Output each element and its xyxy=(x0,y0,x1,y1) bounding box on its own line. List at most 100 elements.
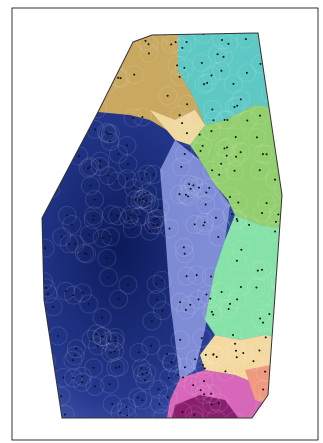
cell-edge xyxy=(105,327,125,347)
seed-point xyxy=(277,213,280,216)
cell-edge xyxy=(101,343,121,363)
cell-edge xyxy=(169,184,189,204)
cell-edge xyxy=(246,278,266,298)
seed-point xyxy=(223,118,226,121)
cell-edge xyxy=(219,299,239,319)
seed-point xyxy=(88,165,91,168)
cell-edge xyxy=(92,326,112,346)
cell-edge xyxy=(174,58,194,78)
seed-point xyxy=(95,332,98,335)
cell-edge xyxy=(135,371,155,391)
seed-point xyxy=(200,337,203,340)
cell-edge xyxy=(201,267,221,287)
cell-edge xyxy=(208,227,228,247)
seed-point xyxy=(64,290,67,293)
seed-point xyxy=(161,309,164,312)
seed-point xyxy=(235,155,238,158)
cell-edge xyxy=(183,375,203,395)
cell-edge xyxy=(212,282,232,302)
cell-edge xyxy=(92,228,112,248)
seed-point xyxy=(226,146,229,149)
cell-edge xyxy=(194,74,214,94)
cell-edge xyxy=(160,218,180,238)
seed-point xyxy=(236,298,239,301)
seed-point xyxy=(220,290,223,293)
seed-point xyxy=(192,384,195,387)
seed-point xyxy=(119,411,122,414)
cell-edge xyxy=(134,189,154,209)
seed-point xyxy=(150,344,153,347)
cell-edge xyxy=(196,182,216,202)
seed-point xyxy=(195,274,198,277)
cell-edge xyxy=(196,345,216,365)
cell-edge xyxy=(237,110,257,130)
seed-point xyxy=(220,39,223,42)
cell-edge xyxy=(81,329,101,349)
cell-edge xyxy=(252,260,272,280)
cell-edge xyxy=(187,265,207,285)
cell-edge xyxy=(92,327,112,347)
seed-point xyxy=(64,413,67,416)
cell-edge xyxy=(42,278,56,298)
cell-edge xyxy=(209,393,229,413)
seed-point xyxy=(106,132,109,135)
seed-point xyxy=(223,147,226,150)
cell-edge xyxy=(72,366,92,386)
seed-point xyxy=(114,340,117,343)
cell-edge xyxy=(157,344,177,364)
cell-edge xyxy=(206,408,226,418)
cell-edge xyxy=(185,410,205,418)
seed-point xyxy=(132,116,135,119)
seed-point xyxy=(211,108,214,111)
seed-point xyxy=(144,39,147,42)
cell-edge xyxy=(170,105,190,125)
seed-point xyxy=(145,371,148,374)
seed-point xyxy=(109,235,112,238)
seed-point xyxy=(92,366,95,369)
seed-point xyxy=(189,187,192,190)
seed-point xyxy=(218,173,221,176)
seed-point xyxy=(108,383,111,386)
cell-edge xyxy=(131,358,151,378)
cell-edge xyxy=(42,284,58,304)
cell-edge xyxy=(117,169,137,189)
cell-edge xyxy=(195,212,215,232)
seed-point xyxy=(193,223,196,226)
cell-edge xyxy=(174,237,194,257)
cell-edge xyxy=(150,198,170,218)
seed-point xyxy=(141,399,144,402)
seed-point xyxy=(239,98,242,101)
cell-edge xyxy=(118,275,138,295)
seed-point xyxy=(232,333,235,336)
seed-point xyxy=(200,61,203,64)
seed-point xyxy=(185,41,188,44)
seed-point xyxy=(262,388,265,391)
seed-point xyxy=(83,252,86,255)
seed-point xyxy=(255,286,258,289)
seed-point xyxy=(129,213,132,216)
seed-point xyxy=(88,233,91,236)
seed-point xyxy=(140,178,143,181)
cell-edge xyxy=(204,110,224,130)
seed-point xyxy=(240,248,243,251)
seed-point xyxy=(234,136,237,139)
seed-point xyxy=(62,376,65,379)
seed-point xyxy=(168,227,171,230)
seed-point xyxy=(220,69,223,72)
seed-point xyxy=(182,246,185,249)
cell-edge xyxy=(202,394,222,414)
seed-point xyxy=(203,367,206,370)
cell-edge xyxy=(202,100,222,120)
cell-edge xyxy=(180,295,200,315)
cell-edge xyxy=(223,325,243,345)
seed-point xyxy=(261,153,264,156)
seed-point xyxy=(118,365,121,368)
cell-edge xyxy=(83,210,103,230)
cell-edge xyxy=(136,191,156,211)
seed-point xyxy=(198,133,201,136)
seed-point xyxy=(261,268,264,271)
cell-edge xyxy=(265,222,282,242)
cell-edge xyxy=(98,124,118,144)
seed-point xyxy=(215,355,218,358)
